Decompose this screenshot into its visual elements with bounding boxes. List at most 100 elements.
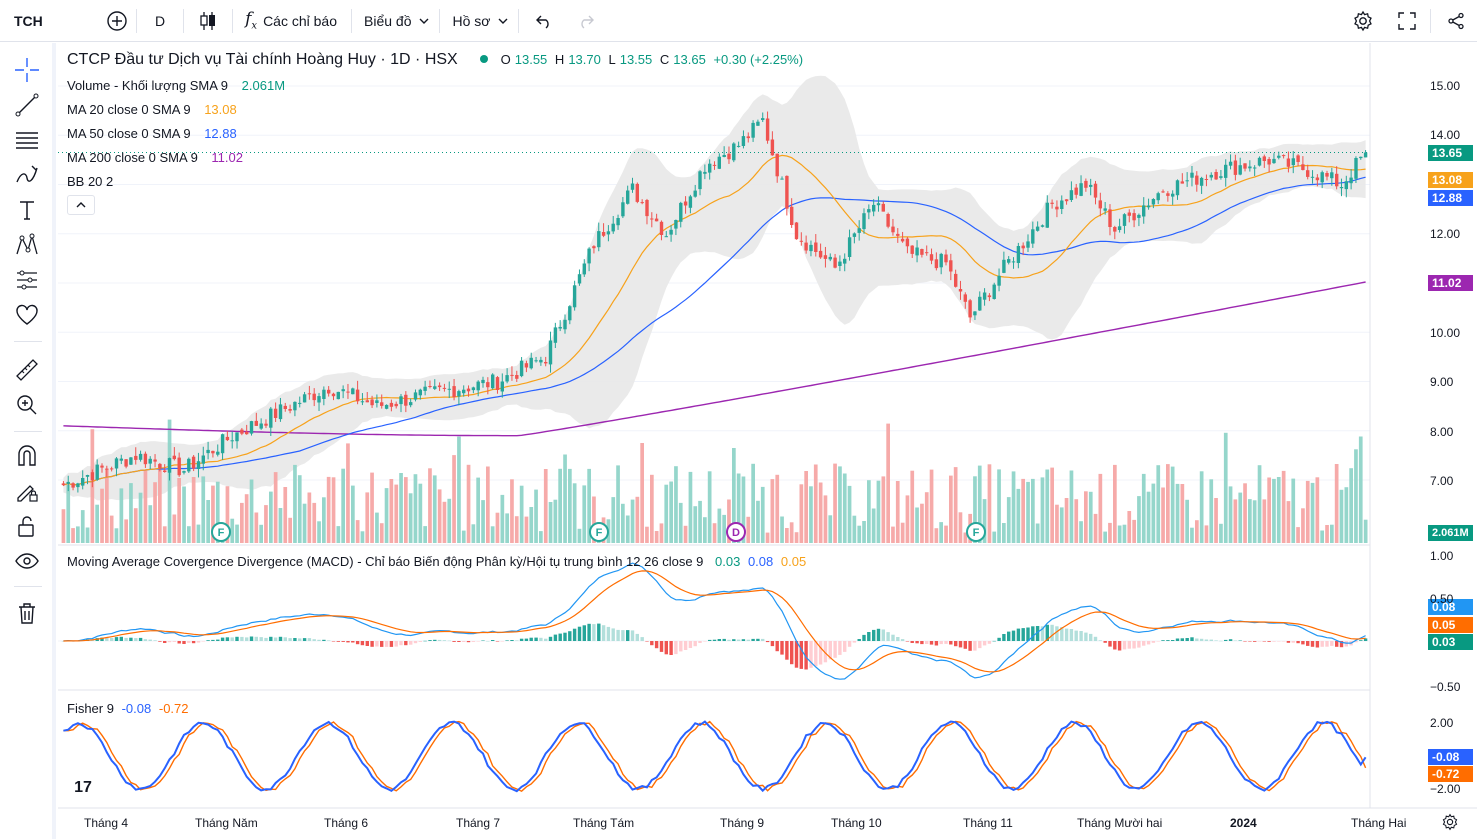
zoom-tool[interactable] [12,390,42,420]
undo-button[interactable] [519,0,565,42]
volume-bar [1006,497,1011,543]
pattern-icon [16,233,38,255]
macd-histogram-bar [138,637,143,641]
event-marker[interactable]: F [211,522,231,542]
crosshair-tool[interactable] [12,55,42,85]
volume-bar [1190,527,1194,543]
macd-histogram-bar [365,641,369,646]
volume-bar [428,468,432,543]
time-axis-settings-button[interactable] [1441,813,1459,836]
macd-histogram-bar [1315,641,1320,648]
event-marker[interactable]: F [966,522,986,542]
volume-bar [1185,499,1189,543]
candle-body [1093,183,1098,198]
candle [235,432,239,449]
event-marker[interactable]: F [589,522,609,542]
candle-body [741,136,746,146]
candle [1238,157,1242,176]
macd-signal-tag: 0.08 [1428,599,1473,615]
tradingview-logo[interactable]: 17 [66,776,100,800]
candle [601,223,606,238]
macd-histogram-bar [322,639,326,641]
volume-bar [457,436,461,543]
bb-legend[interactable]: BB 20 2 [67,174,114,189]
volume-bar [1132,519,1136,543]
symbol-search-button[interactable]: TCH [14,12,43,29]
ma50-legend[interactable]: MA 50 close 0 SMA 9 12.88 [67,126,237,141]
trend-line-tool[interactable] [12,90,42,120]
candle [327,386,331,397]
candle-body [577,274,582,284]
ma200-legend[interactable]: MA 200 close 0 SMA 9 11.02 [67,150,243,165]
settings-button[interactable] [1342,0,1384,42]
profile-dropdown[interactable]: Hồ sơ [440,0,518,42]
macd-histogram-bar [587,623,591,641]
candle-body [481,379,485,384]
macd-histogram-bar [833,641,837,658]
macd-histogram-bar [1214,640,1218,641]
candle-body [823,255,828,259]
macd-histogram-bar [418,641,422,642]
favorite-tool[interactable] [12,300,42,330]
measure-tool[interactable] [12,355,42,385]
remove-drawings-tool[interactable] [12,598,42,628]
candle [413,389,418,402]
chart-area[interactable]: F F D F CTCP Đầu tư Dịch vụ Tài chính Hoàng… [58,43,1477,839]
macd-histogram-bar [254,636,258,641]
magnet-tool[interactable] [12,441,42,471]
ma20-price-tag: 13.08 [1428,172,1473,188]
volume-legend[interactable]: Volume - Khối lượng SMA 9 2.061M [67,78,286,93]
collapse-legend-button[interactable] [67,195,95,215]
volume-bar [727,499,731,543]
pattern-tool[interactable] [12,230,42,260]
share-button[interactable] [1431,0,1477,42]
interval-button[interactable]: D [155,12,166,29]
volume-bar [1127,511,1132,543]
candle-body [1156,193,1160,201]
macd-histogram-bar [597,623,601,641]
candle-body [770,139,775,156]
market-status-dot[interactable] [480,54,489,63]
volume-bar [481,500,485,543]
event-marker[interactable]: D [726,522,746,542]
ma20-legend[interactable]: MA 20 close 0 SMA 9 13.08 [67,102,237,117]
prediction-tool[interactable] [12,265,42,295]
volume-bar [1151,483,1156,543]
macd-histogram-bar [433,639,437,641]
volume-bar [288,517,292,543]
fullscreen-button[interactable] [1384,0,1430,42]
macd-histogram-bar [708,639,712,641]
compare-symbol-button[interactable] [98,0,136,42]
text-tool[interactable] [12,195,42,225]
volume-bar [852,515,857,543]
candle [790,198,794,228]
candle [756,119,760,126]
candle-body [259,423,263,429]
volume-bar [611,497,616,543]
candle-style-button[interactable] [184,0,232,42]
candle-body [283,405,287,409]
volume-bar [384,488,389,543]
macd-histogram-bar [847,641,852,647]
volume-bar [1055,504,1059,543]
chart-type-dropdown[interactable]: Biểu đồ [352,0,439,42]
candle [1267,156,1271,173]
lock-all-tool[interactable] [12,511,42,541]
fisher-legend[interactable]: Fisher 9 -0.08 -0.72 [67,701,189,716]
candle [220,433,225,461]
candle [1190,165,1194,187]
volume-bar [211,485,215,543]
fib-tool[interactable] [12,125,42,155]
indicators-button[interactable]: fx Các chỉ báo [233,0,351,42]
sliders-icon [17,270,37,290]
redo-button[interactable] [565,0,607,42]
lock-drawing-tool[interactable] [12,476,42,506]
macd-legend[interactable]: Moving Average Covergence Divergence (MA… [67,554,807,569]
candle-body [404,394,408,406]
candle-body [949,260,953,272]
brush-tool[interactable] [12,160,42,190]
candle-body [558,327,562,329]
candle [1330,167,1334,186]
hide-drawings-tool[interactable] [12,546,42,576]
